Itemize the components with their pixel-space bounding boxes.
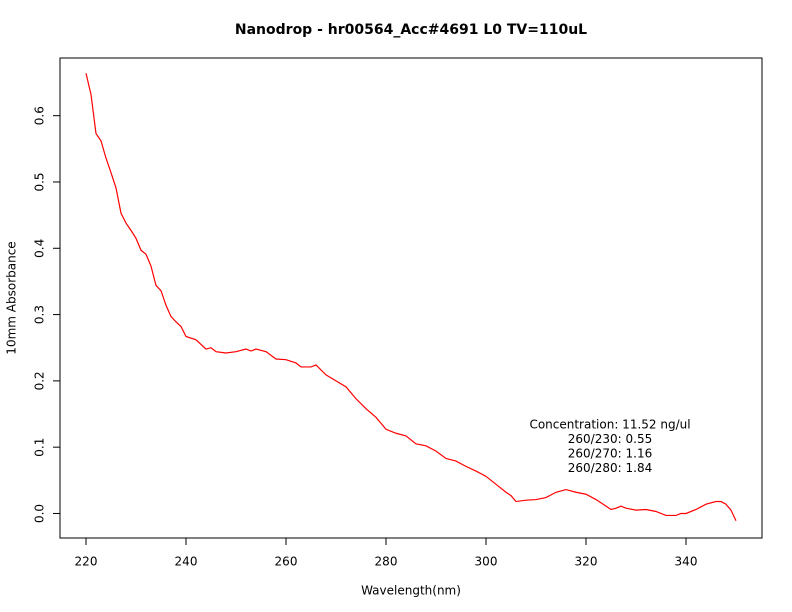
y-tick-label: 0.0 [33,504,47,523]
annotation: 260/280: 1.84 [568,461,652,475]
x-tick-label: 300 [475,555,498,569]
y-tick-label: 0.2 [33,371,47,390]
y-tick-label: 0.4 [33,239,47,258]
x-tick-label: 240 [175,555,198,569]
x-tick-label: 280 [375,555,398,569]
annotation: 260/270: 1.16 [568,447,652,461]
x-tick-label: 220 [75,555,98,569]
annotation: 260/230: 0.55 [568,432,652,446]
y-tick-label: 0.5 [33,172,47,191]
x-tick-label: 260 [275,555,298,569]
x-tick-label: 320 [575,555,598,569]
y-tick-label: 0.6 [33,106,47,125]
y-tick-label: 0.1 [33,438,47,457]
x-axis-label: Wavelength(nm) [361,584,461,598]
chart-title: Nanodrop - hr00564_Acc#4691 L0 TV=110uL [235,22,587,38]
plot-frame [59,57,763,539]
x-tick-label: 340 [675,555,698,569]
y-axis-label: 10mm Absorbance [5,241,19,354]
annotation: Concentration: 11.52 ng/ul [529,418,690,432]
y-tick-label: 0.3 [33,305,47,324]
data-line [85,73,737,522]
